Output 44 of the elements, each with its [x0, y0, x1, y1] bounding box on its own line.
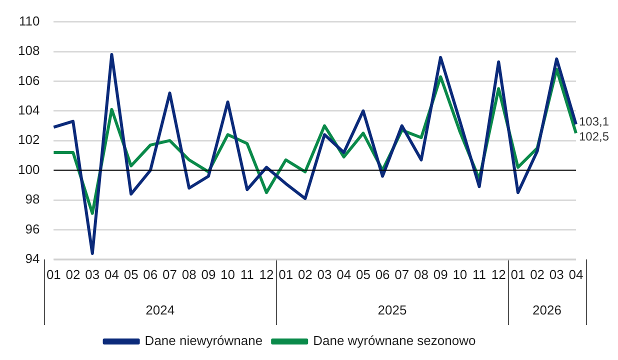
x-tick-label: 02 [298, 266, 312, 282]
x-tick-label: 08 [414, 266, 428, 282]
x-tick-label: 06 [375, 266, 390, 282]
x-tick-label: 05 [356, 266, 370, 282]
data-label: 103,1 [579, 114, 610, 129]
y-tick-label: 104 [18, 102, 40, 118]
y-tick-label: 106 [18, 72, 40, 88]
x-tick-label: 04 [336, 266, 352, 282]
y-tick-label: 94 [25, 250, 40, 266]
x-tick-label: 01 [278, 266, 294, 282]
x-tick-label: 10 [220, 266, 236, 282]
text: 2025 [378, 302, 407, 318]
x-tick-label: 12 [259, 266, 274, 282]
x-tick-label: 06 [143, 266, 158, 282]
x-tick-label: 03 [85, 266, 100, 282]
x-tick-label: 09 [433, 266, 448, 282]
y-tick-label: 102 [18, 132, 40, 148]
x-tick-label: 11 [240, 266, 254, 282]
x-tick-label: 07 [394, 266, 410, 282]
y-tick-label: 110 [18, 13, 40, 28]
x-tick-label: 02 [530, 266, 545, 282]
legend-label: Dane wyrównane sezonowo [313, 333, 476, 348]
x-tick-label: 01 [510, 266, 526, 282]
x-tick-label: 09 [201, 266, 216, 282]
y-tick-label: 108 [18, 43, 40, 58]
x-tick-label: 04 [568, 266, 584, 282]
text: 2026 [532, 302, 562, 318]
y-tick-label: 100 [18, 162, 40, 177]
x-tick-label: 08 [182, 266, 196, 282]
data-label: 102,5 [579, 129, 610, 144]
x-tick-label: 07 [162, 266, 177, 282]
y-tick-label: 96 [25, 221, 40, 236]
x-tick-label: 05 [124, 266, 138, 282]
text: 2024 [146, 302, 175, 318]
x-tick-label: 01 [46, 266, 61, 282]
x-tick-label: 03 [549, 266, 564, 282]
x-tick-label: 02 [66, 266, 80, 282]
x-tick-label: 10 [452, 266, 468, 282]
x-tick-label: 12 [491, 266, 506, 282]
x-tick-label: 11 [472, 266, 486, 282]
legend-label: Dane niewyrównane [144, 333, 263, 348]
x-tick-label: 04 [104, 266, 119, 282]
x-tick-label: 03 [317, 266, 332, 282]
y-tick-label: 98 [25, 192, 40, 207]
